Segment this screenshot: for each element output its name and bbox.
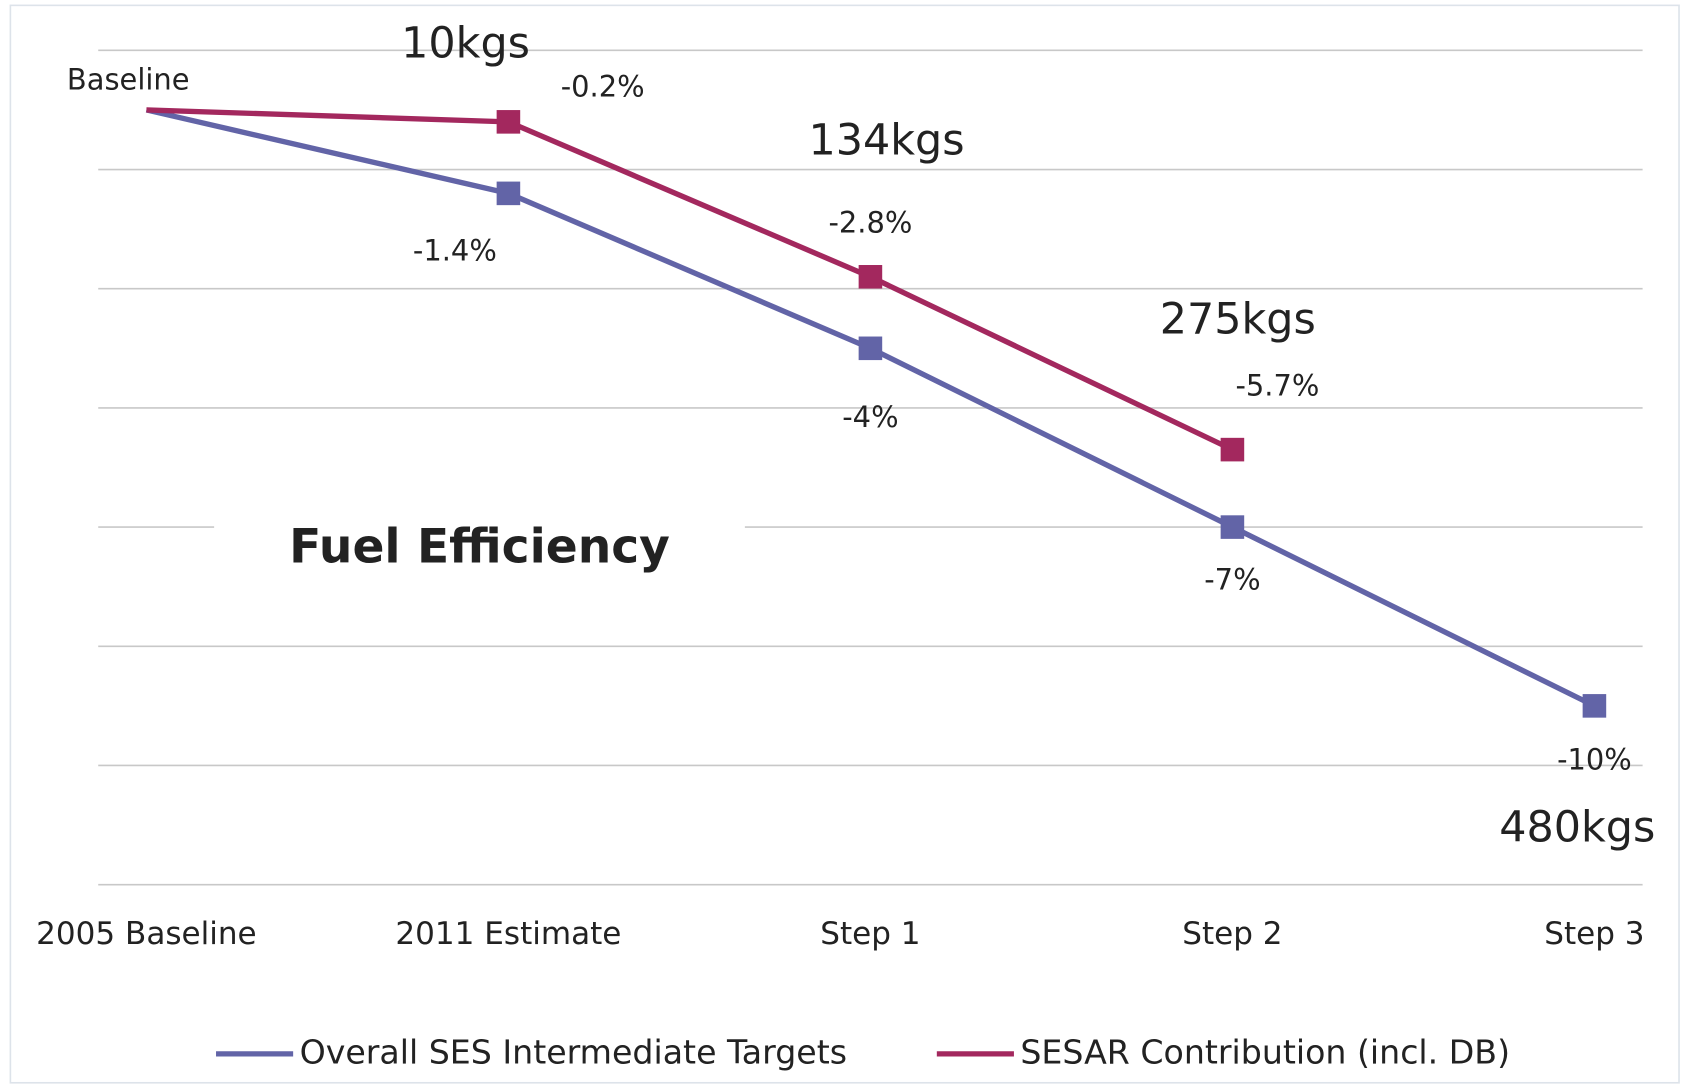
chart-title: Fuel Efficiency (289, 519, 670, 574)
x-tick-label: 2005 Baseline (36, 916, 257, 952)
marker (1220, 437, 1245, 462)
data-label: -0.2% (561, 70, 645, 104)
title-backing (214, 519, 745, 575)
legend-label: SESAR Contribution (incl. DB) (1020, 1032, 1510, 1071)
marker (496, 110, 521, 134)
data-label: -4% (842, 400, 898, 434)
marker (1582, 694, 1607, 718)
frame (9, 4, 1680, 1084)
data-label: -2.8% (828, 205, 912, 239)
kg-label: 275kgs (1160, 295, 1316, 345)
annotation: Baseline (67, 62, 190, 96)
x-tick-label: Step 3 (1544, 916, 1644, 952)
marker (858, 265, 883, 289)
marker (1220, 515, 1245, 539)
x-tick-label: 2011 Estimate (395, 916, 621, 952)
data-label: -1.4% (413, 233, 497, 267)
data-label: -7% (1204, 563, 1260, 597)
series-line (146, 107, 1234, 453)
data-label: -5.7% (1235, 368, 1319, 402)
kg-label: 10kgs (401, 18, 530, 68)
marker (496, 181, 521, 206)
kg-label: 480kgs (1499, 803, 1655, 853)
data-label: -10% (1557, 743, 1632, 777)
legend-label: Overall SES Intermediate Targets (300, 1032, 847, 1071)
x-tick-label: Step 1 (820, 916, 920, 952)
kg-label: 134kgs (808, 115, 964, 165)
x-tick-label: Step 2 (1182, 916, 1282, 952)
marker (858, 336, 883, 361)
